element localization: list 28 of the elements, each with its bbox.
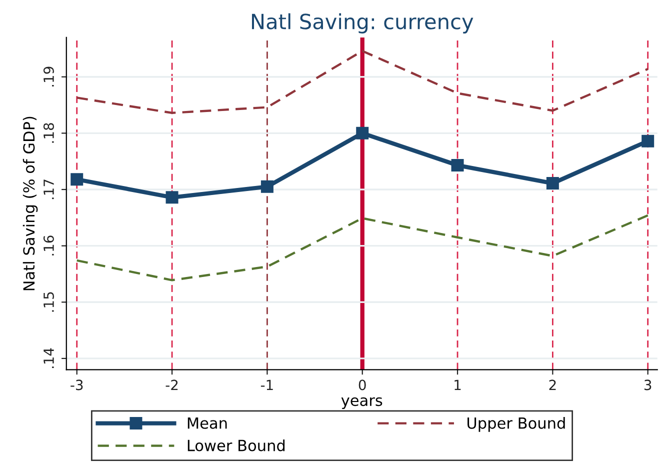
x-tick-label: 1 bbox=[454, 380, 461, 390]
point bbox=[260, 180, 274, 193]
point bbox=[356, 126, 369, 140]
x-axis-title: years bbox=[341, 397, 382, 410]
point bbox=[546, 177, 559, 190]
line-series bbox=[76, 214, 649, 282]
x-tick-label: 2 bbox=[549, 380, 556, 390]
x-tick-label: -3 bbox=[70, 380, 83, 390]
point bbox=[642, 134, 654, 148]
line-series bbox=[76, 50, 649, 114]
y-axis-title: Natl Saving (% of GDP) bbox=[22, 116, 38, 290]
y-tick-label: .16 bbox=[43, 236, 54, 256]
y-tick-label: .19 bbox=[43, 66, 54, 86]
x-tick-label: 3 bbox=[644, 380, 652, 390]
point bbox=[451, 159, 464, 172]
x-tick-label: -2 bbox=[166, 380, 178, 390]
x-tick-label: -1 bbox=[260, 380, 273, 390]
x-tick-label: 0 bbox=[358, 380, 366, 390]
point bbox=[70, 173, 84, 186]
legend-label: Mean bbox=[188, 418, 227, 429]
y-tick-label: .14 bbox=[44, 348, 54, 368]
legend-label: Lower Bound bbox=[188, 439, 285, 452]
legend-label: Upper Bound bbox=[468, 417, 565, 432]
y-tick-label: .18 bbox=[43, 123, 54, 143]
point bbox=[166, 191, 178, 204]
y-tick-label: .17 bbox=[44, 180, 54, 200]
y-tick-label: .15 bbox=[44, 292, 54, 312]
chart-title: Natl Saving: currency bbox=[252, 13, 474, 34]
